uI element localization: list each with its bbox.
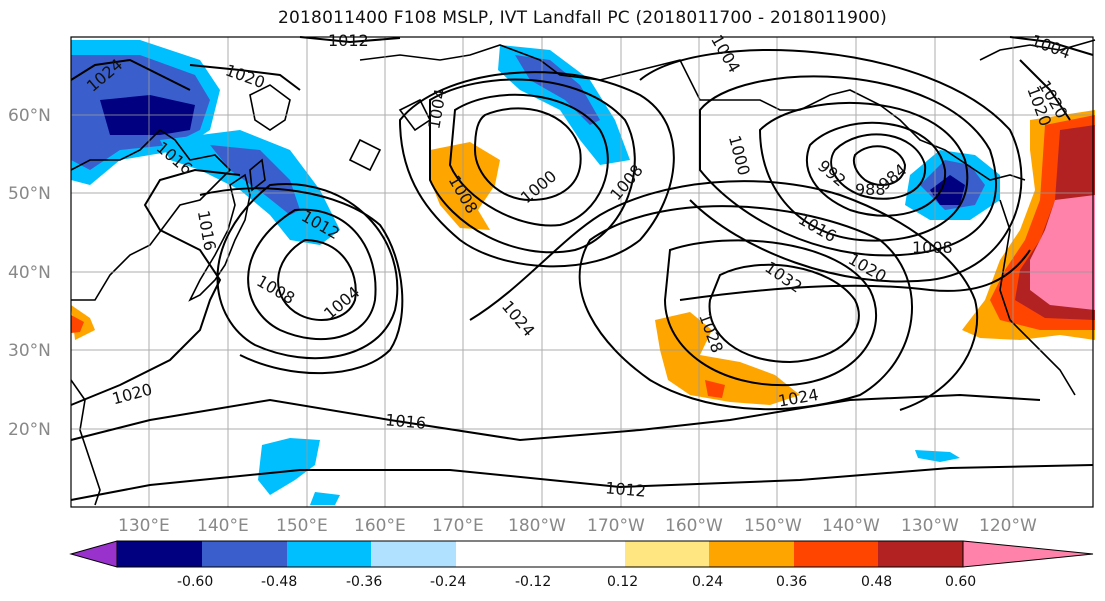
graticule <box>71 37 1093 507</box>
low-west-1008 <box>247 208 377 341</box>
isobar-1020-central <box>469 180 979 411</box>
lon-label: 150°E <box>276 516 328 536</box>
low-gulf-1008 <box>699 75 997 257</box>
low-gulf-984 <box>852 145 907 186</box>
lon-label: 120°W <box>979 516 1037 536</box>
isobar-1012-aleutian <box>398 71 675 268</box>
contour-label: 1000 <box>725 133 754 177</box>
isobar-1016-west <box>199 187 404 375</box>
isobar-1024-asia <box>70 58 191 91</box>
lon-label: 170°E <box>432 516 484 536</box>
colorbar-segment <box>117 541 203 567</box>
colorbar-tick-label: -0.48 <box>261 574 297 590</box>
colorbar-tick-label: -0.60 <box>177 574 213 590</box>
lon-label: 180°W <box>508 516 566 536</box>
colorbar-extend-low <box>69 540 118 568</box>
contour-label: 988 <box>855 180 886 199</box>
colorbar-extend-high <box>962 540 1094 568</box>
contour-label: 1004 <box>424 87 450 130</box>
lon-label: 170°W <box>587 516 645 536</box>
lon-label: 160°W <box>665 516 723 536</box>
colorbar-tick-label: -0.36 <box>346 574 382 590</box>
lon-label: 140°W <box>822 516 880 536</box>
colorbar-segment <box>625 541 710 567</box>
contour-label: 1008 <box>253 271 298 308</box>
colorbar-segment <box>202 541 287 567</box>
colorbar-segment <box>878 541 964 567</box>
isobar-1012-south <box>70 464 1094 501</box>
isobar-1016-south <box>70 393 1041 442</box>
coastlines <box>70 39 1096 506</box>
lat-label: 30°N <box>8 341 51 361</box>
lat-label: 20°N <box>8 420 51 440</box>
isobar-1020-asia <box>189 64 301 91</box>
contour-label: 1016 <box>385 410 427 432</box>
contour-label: 1020 <box>110 379 154 408</box>
contour-label: 1024 <box>498 297 539 340</box>
contour-label: 1012 <box>328 31 369 50</box>
high-1024 <box>578 205 913 411</box>
colorbar-segment <box>794 541 879 567</box>
chart-title: 2018011400 F108 MSLP, IVT Landfall PC (2… <box>278 8 887 28</box>
colorbar-segment <box>371 541 456 567</box>
lat-label: 60°N <box>8 106 51 126</box>
colorbar-segment <box>540 541 625 567</box>
low-west-1004 <box>277 238 357 321</box>
ivt-negative-region-tropics <box>258 438 320 495</box>
lon-label: 160°E <box>354 516 406 536</box>
colorbar-tick-label: 0.12 <box>607 574 638 590</box>
isobar-1020 <box>70 168 241 406</box>
isobar-1020-ne <box>1019 59 1071 121</box>
lat-label: 40°N <box>8 263 51 283</box>
colorbar: -0.60 -0.48 -0.36 -0.24 -0.12 0.12 0.24 … <box>69 540 1094 590</box>
contour-label: 1020 <box>223 60 268 92</box>
lon-label: 150°W <box>744 516 802 536</box>
colorbar-tick-label: -0.12 <box>515 574 551 590</box>
latitude-labels: 60°N 50°N 40°N 30°N 20°N <box>8 106 51 440</box>
contour-label: 1008 <box>912 238 953 257</box>
low-aleutian-1000 <box>473 107 582 202</box>
map-frame <box>70 36 1094 508</box>
ivt-negative-region-aleutian <box>498 45 630 165</box>
high-1028 <box>663 239 878 387</box>
mslp-contours <box>70 36 1094 501</box>
ivt-positive-region-subtropics <box>655 312 800 405</box>
ivt-shading <box>71 40 1095 505</box>
lon-label: 130°E <box>118 516 170 536</box>
colorbar-segment <box>287 541 372 567</box>
colorbar-tick-label: -0.24 <box>430 574 466 590</box>
isobar-1012-north <box>299 36 401 44</box>
contour-label: 1000 <box>517 166 560 207</box>
contour-label: 1012 <box>604 478 646 500</box>
contour-label: 1016 <box>194 209 220 252</box>
longitude-labels: 130°E 140°E 150°E 160°E 170°E 180°W 170°… <box>118 516 1037 536</box>
low-gulf-1000 <box>758 102 969 242</box>
low-gulf-988 <box>830 133 927 200</box>
colorbar-tick-label: 0.24 <box>692 574 723 590</box>
contour-label: 1004 <box>1028 31 1073 63</box>
low-gulf-992 <box>805 121 947 217</box>
high-1032 <box>708 263 860 364</box>
lat-label: 50°N <box>8 184 51 204</box>
lon-label: 130°W <box>901 516 959 536</box>
colorbar-segment <box>456 541 541 567</box>
low-aleutian-1004 <box>448 93 609 227</box>
colorbar-segment <box>709 541 794 567</box>
colorbar-tick-label: 0.48 <box>861 574 892 590</box>
lon-label: 140°E <box>197 516 249 536</box>
colorbar-outline <box>116 540 964 568</box>
colorbar-tick-label: 0.60 <box>945 574 976 590</box>
isobar-1016-gulf <box>639 49 1023 283</box>
isobar-1020-gulf <box>679 249 1031 301</box>
contour-label: 1004 <box>320 282 363 323</box>
low-aleutian-1008 <box>429 78 636 254</box>
colorbar-tick-label: 0.36 <box>776 574 807 590</box>
isobar-1004-ne <box>1009 36 1094 56</box>
